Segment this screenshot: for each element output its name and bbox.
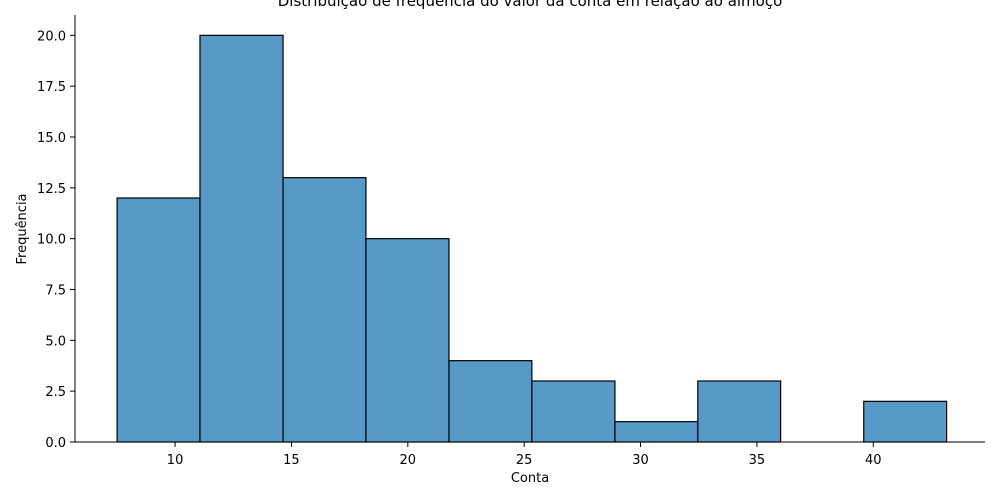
y-tick-label: 5.0 xyxy=(45,334,66,349)
bars-group xyxy=(116,34,948,443)
x-tick-label: 35 xyxy=(749,453,766,468)
histogram-bar xyxy=(614,421,699,443)
x-tick-label: 20 xyxy=(400,453,417,468)
y-tick-label: 7.5 xyxy=(45,284,66,299)
y-tick-label: 10.0 xyxy=(37,233,66,248)
y-tick-label: 12.5 xyxy=(37,182,66,197)
histogram-bar xyxy=(199,34,284,443)
y-axis-label: Frequência xyxy=(15,193,30,264)
histogram-bar xyxy=(531,380,616,443)
x-tick-label: 40 xyxy=(865,453,882,468)
y-tick-label: 17.5 xyxy=(37,80,66,95)
histogram-bar xyxy=(448,360,533,443)
x-axis-ticks: 10 15 20 25 30 35 40 xyxy=(167,442,882,468)
x-axis-label: Conta xyxy=(511,471,549,486)
y-tick-label: 15.0 xyxy=(37,131,66,146)
y-axis-ticks: 0.0 2.5 5.0 7.5 10.0 12.5 15.0 17.5 20.0 xyxy=(37,29,75,451)
x-tick-label: 15 xyxy=(283,453,300,468)
histogram-bar xyxy=(697,380,782,443)
histogram-bar xyxy=(116,197,201,443)
histogram-bar xyxy=(282,177,367,443)
histogram-bar xyxy=(365,238,450,443)
x-tick-label: 25 xyxy=(516,453,533,468)
y-tick-label: 0.0 xyxy=(45,436,66,451)
x-tick-label: 10 xyxy=(167,453,184,468)
y-tick-label: 20.0 xyxy=(37,29,66,44)
y-tick-label: 2.5 xyxy=(45,385,66,400)
histogram-bar xyxy=(863,400,948,443)
chart-title: Distribuição de frequência do valor da c… xyxy=(278,0,783,10)
x-tick-label: 30 xyxy=(632,453,649,468)
